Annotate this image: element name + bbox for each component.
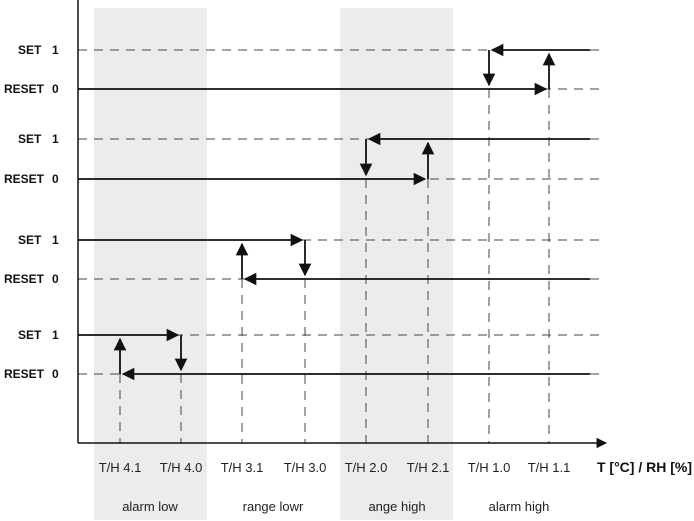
level-labels: SET 1 RESET 0 SET 1 RESET 0 SET 1 RESET …	[4, 43, 59, 381]
threshold-label: T/H 2.0	[345, 460, 388, 475]
hysteresis-alarm-low	[78, 328, 590, 381]
threshold-label: T/H 3.0	[284, 460, 327, 475]
reset-value: 0	[52, 367, 59, 381]
threshold-labels: T/H 4.1 T/H 4.0 T/H 3.1 T/H 3.0 T/H 2.0 …	[99, 460, 571, 475]
hysteresis-alarm-high	[78, 43, 590, 96]
threshold-label: T/H 4.0	[160, 460, 203, 475]
reset-value: 0	[52, 82, 59, 96]
reset-value: 0	[52, 172, 59, 186]
threshold-label: T/H 3.1	[221, 460, 264, 475]
band-labels: alarm low range lowr ange high alarm hig…	[122, 499, 549, 514]
set-label: SET	[18, 233, 42, 247]
band-label: alarm low	[122, 499, 178, 514]
set-value: 1	[52, 328, 59, 342]
reset-label: RESET	[4, 272, 45, 286]
reset-label: RESET	[4, 367, 45, 381]
band-label: range lowr	[243, 499, 304, 514]
set-label: SET	[18, 43, 42, 57]
hysteresis-range-low	[78, 233, 590, 286]
band-label: alarm high	[489, 499, 550, 514]
band-alarm-low-shade	[94, 8, 207, 520]
x-axis-title: T [°C] / RH [%]	[597, 459, 692, 475]
set-label: SET	[18, 132, 42, 146]
threshold-label: T/H 4.1	[99, 460, 142, 475]
set-label: SET	[18, 328, 42, 342]
band-range-high-shade	[340, 8, 453, 520]
set-value: 1	[52, 233, 59, 247]
threshold-label: T/H 1.1	[528, 460, 571, 475]
threshold-drop-lines	[119, 89, 550, 443]
threshold-label: T/H 1.0	[468, 460, 511, 475]
hysteresis-range-high	[78, 132, 590, 186]
band-label: ange high	[368, 499, 425, 514]
set-value: 1	[52, 43, 59, 57]
reset-label: RESET	[4, 82, 45, 96]
reset-label: RESET	[4, 172, 45, 186]
reset-value: 0	[52, 272, 59, 286]
set-value: 1	[52, 132, 59, 146]
threshold-label: T/H 2.1	[407, 460, 450, 475]
